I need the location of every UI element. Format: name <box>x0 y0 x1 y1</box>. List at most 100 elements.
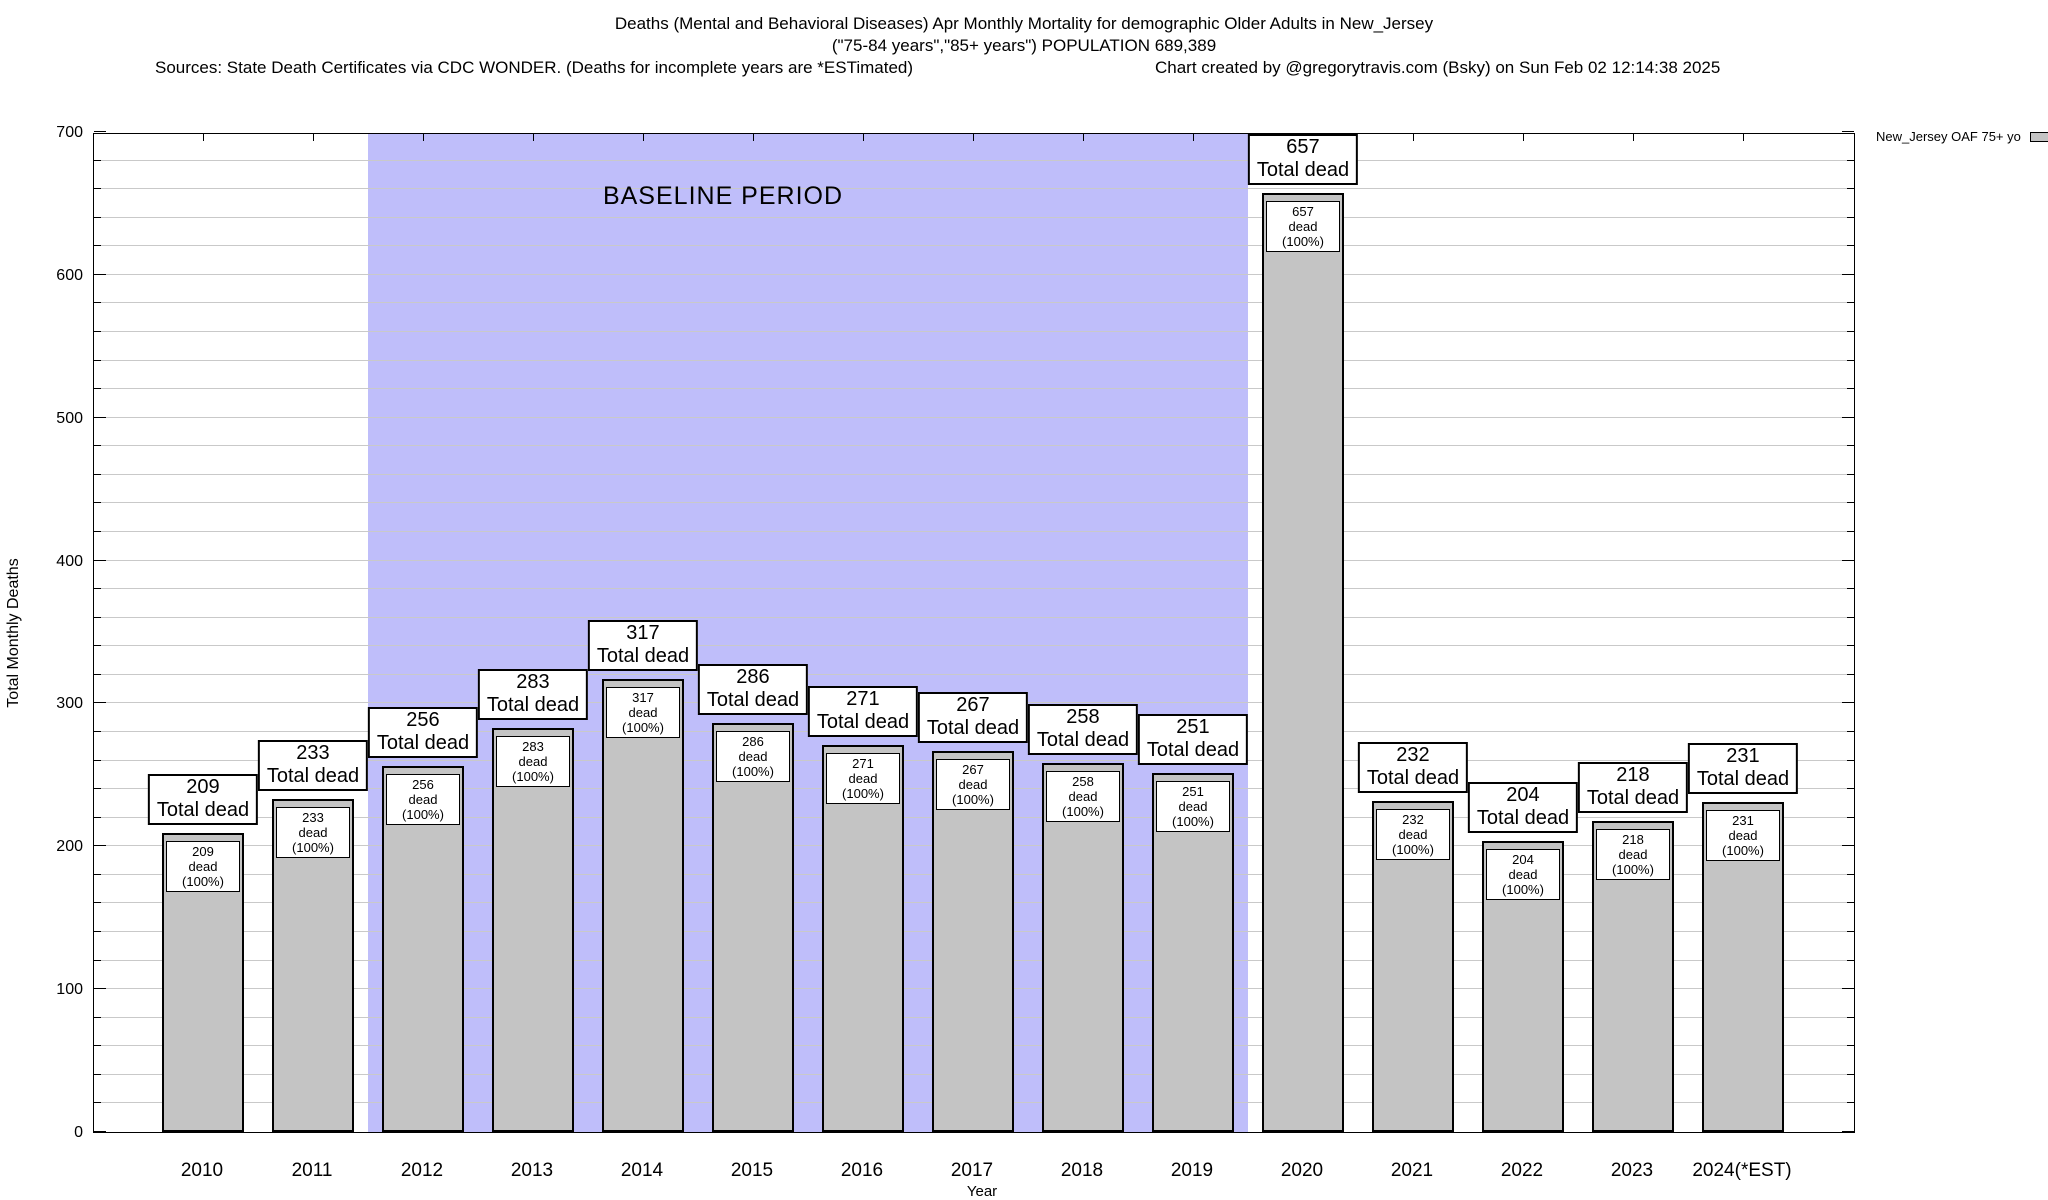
y-tick-label: 700 <box>56 124 83 141</box>
gridline <box>94 245 1854 247</box>
y-tick-left <box>94 359 101 361</box>
x-tick-label: 2011 <box>291 1160 333 1181</box>
y-tick-right <box>1847 902 1854 904</box>
bar-total-label: 232 Total dead <box>1357 741 1469 793</box>
bar: 267 dead (100%) <box>932 750 1014 1132</box>
y-tick-label: 100 <box>56 981 83 999</box>
x-tick-label: 2021 <box>1390 1160 1434 1181</box>
x-tick-top <box>423 134 424 141</box>
x-tick-top <box>973 134 974 141</box>
y-tick-left <box>94 216 101 218</box>
x-tick-top <box>1523 134 1524 141</box>
gridline <box>94 645 1854 647</box>
chart-subtitle: ("75-84 years","85+ years") POPULATION 6… <box>831 36 1217 55</box>
bar: 271 dead (100%) <box>822 744 904 1132</box>
y-tick-left <box>94 388 101 390</box>
chart-title: Deaths (Mental and Behavioral Diseases) … <box>614 14 1434 33</box>
bar-total-label: 258 Total dead <box>1027 704 1139 756</box>
bar-total-label: 251 Total dead <box>1137 714 1249 766</box>
x-tick-label: 2023 <box>1610 1160 1654 1181</box>
y-tick-right <box>1847 1102 1854 1104</box>
baseline-label: BASELINE PERIOD <box>602 182 844 210</box>
gridline <box>94 273 1854 275</box>
y-tick-right <box>1842 131 1854 132</box>
y-tick-left <box>94 702 106 704</box>
x-tick-label: 2012 <box>400 1160 444 1181</box>
y-tick-right <box>1847 816 1854 818</box>
x-tick-label: 2017 <box>950 1160 994 1181</box>
bar-inner-label: 258 dead (100%) <box>1046 771 1120 823</box>
bar: 283 dead (100%) <box>492 727 574 1132</box>
y-tick-label: 400 <box>56 552 83 570</box>
bar-inner-label: 657 dead (100%) <box>1266 201 1340 253</box>
y-tick-right <box>1847 388 1854 390</box>
y-tick-right <box>1847 216 1854 218</box>
y-tick-left <box>94 959 101 961</box>
y-tick-label: 300 <box>56 695 83 713</box>
y-tick-right <box>1847 1045 1854 1047</box>
x-tick-label: 2016 <box>840 1160 884 1181</box>
y-tick-left <box>94 131 106 132</box>
bar: 258 dead (100%) <box>1042 763 1124 1132</box>
bar: 256 dead (100%) <box>382 766 464 1132</box>
bar-inner-label: 209 dead (100%) <box>166 841 240 893</box>
bar: 233 dead (100%) <box>272 799 354 1132</box>
y-tick-right <box>1847 788 1854 790</box>
x-tick-top <box>643 134 644 141</box>
y-tick-left <box>94 502 101 504</box>
y-tick-left <box>94 673 101 675</box>
bar-total-label: 218 Total dead <box>1577 761 1689 813</box>
x-tick-top <box>313 134 314 141</box>
y-tick-right <box>1847 645 1854 647</box>
bar-total-label: 657 Total dead <box>1247 134 1359 186</box>
x-tick-top <box>1743 134 1744 141</box>
x-tick-top <box>1193 134 1194 141</box>
gridline <box>94 445 1854 447</box>
bar-total-label: 267 Total dead <box>917 691 1029 743</box>
y-tick-right <box>1847 873 1854 875</box>
y-tick-left <box>94 731 101 732</box>
y-tick-right <box>1847 159 1854 161</box>
y-tick-left <box>94 302 101 304</box>
y-tick-right <box>1847 1016 1854 1018</box>
x-tick-top <box>1413 134 1414 141</box>
gridline <box>94 159 1854 161</box>
bar-inner-label: 251 dead (100%) <box>1156 781 1230 833</box>
y-tick-left <box>94 759 101 761</box>
bar: 657 dead (100%) <box>1262 193 1344 1132</box>
y-tick-right <box>1842 273 1854 275</box>
y-tick-right <box>1842 559 1854 561</box>
y-tick-right <box>1847 731 1854 732</box>
x-tick-label: 2022 <box>1500 1160 1544 1181</box>
y-tick-right <box>1847 531 1854 532</box>
y-tick-right <box>1847 473 1854 475</box>
bar: 209 dead (100%) <box>162 833 244 1132</box>
y-tick-right <box>1847 931 1854 932</box>
gridline <box>94 473 1854 475</box>
y-tick-left <box>94 902 101 904</box>
bar: 286 dead (100%) <box>712 723 794 1132</box>
y-tick-right <box>1842 416 1854 418</box>
gridline <box>94 302 1854 304</box>
y-tick-left <box>94 188 101 190</box>
y-tick-right <box>1847 588 1854 590</box>
y-tick-right <box>1847 445 1854 447</box>
y-tick-left <box>94 931 101 932</box>
bar-inner-label: 218 dead (100%) <box>1596 828 1670 880</box>
x-tick-top <box>533 134 534 141</box>
gridline <box>94 588 1854 590</box>
gridline <box>94 388 1854 390</box>
y-tick-left <box>94 588 101 590</box>
y-tick-left <box>94 1045 101 1047</box>
sources-note: Sources: State Death Certificates via CD… <box>155 58 914 77</box>
y-tick-right <box>1847 331 1854 332</box>
y-tick-left <box>94 616 101 618</box>
bar: 232 dead (100%) <box>1372 800 1454 1132</box>
gridline <box>94 559 1854 561</box>
y-tick-left <box>94 331 101 332</box>
y-tick-left <box>94 788 101 790</box>
bar-inner-label: 233 dead (100%) <box>276 807 350 859</box>
y-tick-right <box>1847 959 1854 961</box>
x-tick-top <box>863 134 864 141</box>
y-tick-label: 600 <box>56 266 83 284</box>
